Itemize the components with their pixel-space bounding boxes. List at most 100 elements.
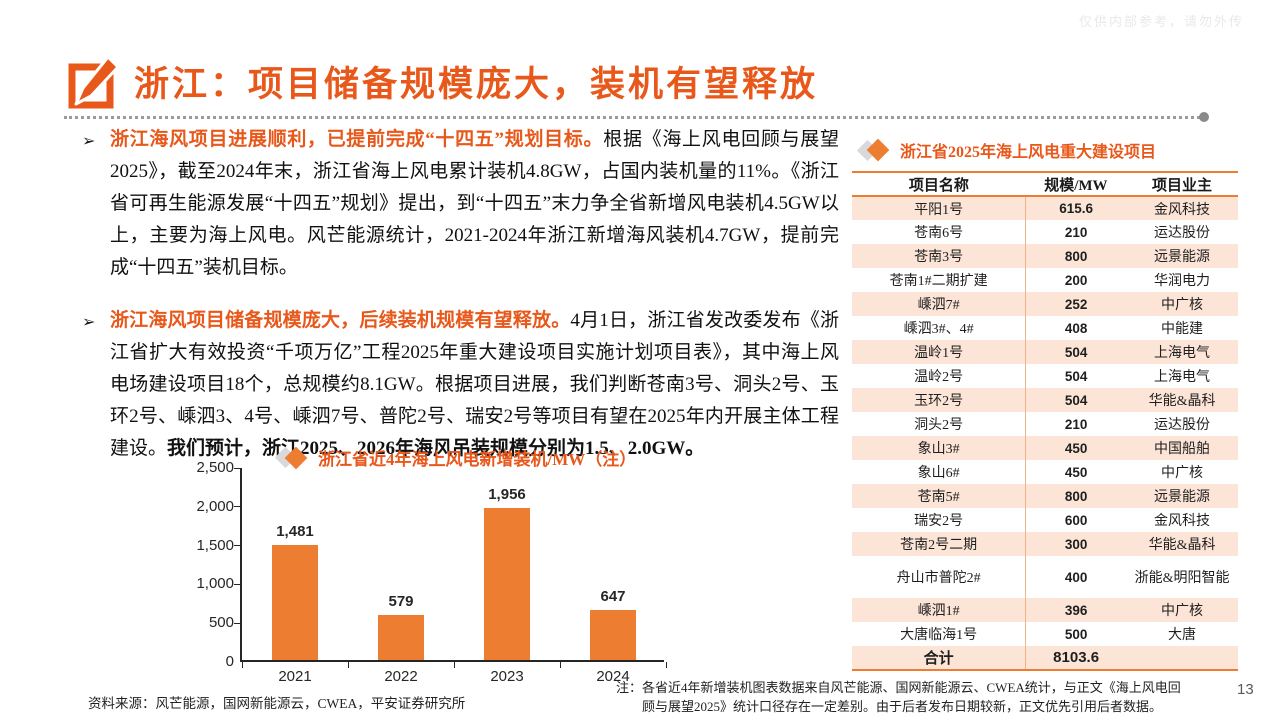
footnote-line-1: 注：各省近4年新增装机图表数据来自风芒能源、国网新能源云、CWEA统计，与正文《… [616,680,1181,695]
x-axis-label: 2021 [278,668,312,685]
x-axis-label: 2024 [596,668,630,685]
x-axis-tick [347,662,349,668]
page-title: 浙江：项目储备规模庞大，装机有望释放 [134,65,819,104]
project-name-cell: 苍南2号二期 [852,532,1027,556]
x-axis-tick [241,662,243,668]
project-name-cell: 象山6# [852,460,1027,484]
y-axis-label: 500 [208,614,234,632]
bar-value-label: 1,481 [276,523,314,541]
y-axis-label: 2,000 [196,497,234,515]
capacity-cell: 504 [1064,368,1088,384]
project-name-cell: 大唐临海1号 [852,622,1027,646]
project-name-cell: 苍南5# [852,484,1027,508]
table-row: 苍南5# 800 远景能源 [852,484,1238,508]
diamond-pair-icon [274,446,308,469]
projects-table-panel: 浙江省2025年海上风电重大建设项目 项目名称 规模/MW 项目业主 平阳1号 6… [852,138,1238,671]
owner-cell: 金风科技 [1154,202,1211,218]
x-axis-tick [559,662,561,668]
footnote-line-2: 顾与展望2025》统计口径存在一定差别。由于后者发布日期较新，正文优先引用后者数… [642,699,1163,714]
pencil-edit-icon [68,55,120,109]
capacity-cell: 8103.6 [1053,649,1100,666]
capacity-cell: 210 [1064,224,1088,240]
chart-plot: 1,481 2021 579 2022 1,956 2023 647 2024 [234,467,667,685]
owner-cell: 中广核 [1161,298,1204,313]
project-name-cell: 象山3# [852,436,1027,460]
table-row: 温岭2号 504 上海电气 [852,364,1238,388]
project-name-cell: 嵊泗1# [852,598,1027,622]
owner-cell: 运达股份 [1154,226,1211,241]
capacity-cell: 400 [1064,569,1088,585]
capacity-cell: 210 [1064,416,1088,432]
table-row: 玉环2号 504 华能&晶科 [852,388,1238,412]
capacity-cell: 450 [1064,440,1088,456]
owner-cell: 中广核 [1161,466,1204,481]
table-row: 象山3# 450 中国船舶 [852,436,1238,460]
table-header-row: 项目名称 规模/MW 项目业主 [852,172,1238,197]
table-row: 苍南2号二期 300 华能&晶科 [852,532,1238,556]
chart-y-axis-labels: 0 500 1,000 1,500 2,000 2,500 [186,459,234,670]
capacity-cell: 200 [1064,272,1088,288]
bar-value-label: 1,956 [488,486,526,504]
col-header-project: 项目名称 [852,172,1026,197]
capacity-cell: 450 [1064,464,1088,480]
table-row: 嵊泗3#、4# 408 中能建 [852,316,1238,340]
project-name-cell: 苍南6号 [852,220,1027,244]
owner-cell: 华能&晶科 [1148,538,1216,553]
project-name-cell: 温岭1号 [852,340,1027,364]
table-row: 舟山市普陀2# 400 浙能&明阳智能 [852,556,1238,598]
owner-cell: 金风科技 [1154,514,1211,529]
capacity-cell: 800 [1064,488,1088,504]
bullet-1-body: 根据《海上风电回顾与展望2025》，截至2024年末，浙江省海上风电累计装机4.… [110,129,839,278]
project-name-cell: 温岭2号 [852,364,1027,388]
chart-footnote: 注：各省近4年新增装机图表数据来自风芒能源、国网新能源云、CWEA统计，与正文《… [616,678,1236,716]
capacity-cell: 504 [1064,392,1088,408]
y-axis-label: 1,000 [196,575,234,593]
bullet-2-body: 4月1日，浙江省发改委发布《浙江省扩大有效投资“千项万亿”工程2025年重大建设… [110,310,839,459]
project-name-cell: 嵊泗7# [852,292,1027,316]
owner-cell: 华能&晶科 [1148,394,1216,409]
table-body: 平阳1号 615.6 金风科技 苍南6号 210 运达股份 苍南3号 800 远景能源 苍南1#二… [852,196,1238,670]
arrow-bullet-icon: ➢ [82,131,96,150]
owner-cell: 中能建 [1161,322,1204,337]
confidential-watermark: 仅供内部参考，请勿外传 [1078,14,1244,29]
y-axis-tick [234,506,240,508]
project-name-cell: 玉环2号 [852,388,1027,412]
chart-title-text: 浙江省近4年海上风电新增装机/MW（注） [318,450,637,469]
bullet-paragraph-1: ➢ 浙江海风项目进展顺利，已提前完成“十四五”规划目标。根据《海上风电回顾与展望2… [82,124,839,284]
y-axis-label: 2,500 [196,459,234,476]
chart-title: 浙江省近4年海上风电新增装机/MW（注） [274,445,637,470]
project-name-cell: 合计 [852,646,1027,670]
x-axis-label: 2023 [490,668,524,685]
table-row: 温岭1号 504 上海电气 [852,340,1238,364]
capacity-cell: 300 [1064,536,1088,552]
project-name-cell: 苍南3号 [852,244,1027,268]
owner-cell: 中国船舶 [1154,442,1211,457]
bullet-paragraph-2: ➢ 浙江海风项目储备规模庞大，后续装机规模有望释放。4月1日，浙江省发改委发布《浙… [82,305,839,465]
diamond-pair-icon [856,138,890,162]
capacity-cell: 504 [1064,344,1088,360]
y-axis-label: 1,500 [196,536,234,554]
capacity-cell: 600 [1064,512,1088,528]
project-name-cell: 舟山市普陀2# [852,556,1027,598]
capacity-cell: 252 [1064,296,1088,312]
owner-cell: 运达股份 [1154,418,1211,433]
body-text-column: ➢ 浙江海风项目进展顺利，已提前完成“十四五”规划目标。根据《海上风电回顾与展望2… [82,124,839,486]
bar-value-label: 647 [600,587,626,605]
y-axis-tick [234,467,240,469]
projects-table: 项目名称 规模/MW 项目业主 平阳1号 615.6 金风科技 苍南6号 210 运达股份… [852,171,1238,671]
project-name-cell: 洞头2号 [852,412,1027,436]
y-axis-label: 0 [225,653,234,670]
source-note: 资料来源：风芒能源，国网新能源云，CWEA，平安证券研究所 [88,696,466,711]
bar-2021 [272,545,318,660]
owner-cell: 远景能源 [1154,490,1211,505]
bullet-2-lead: 浙江海风项目储备规模庞大，后续装机规模有望释放。 [110,310,571,331]
capacity-cell: 500 [1064,626,1088,642]
owner-cell: 上海电气 [1154,370,1211,385]
project-name-cell: 平阳1号 [852,196,1027,220]
capacity-cell: 615.6 [1059,201,1094,216]
project-name-cell: 苍南1#二期扩建 [852,268,1027,292]
col-header-capacity: 规模/MW [1025,172,1127,197]
table-title-text: 浙江省2025年海上风电重大建设项目 [900,144,1157,161]
capacity-cell: 800 [1064,248,1088,264]
